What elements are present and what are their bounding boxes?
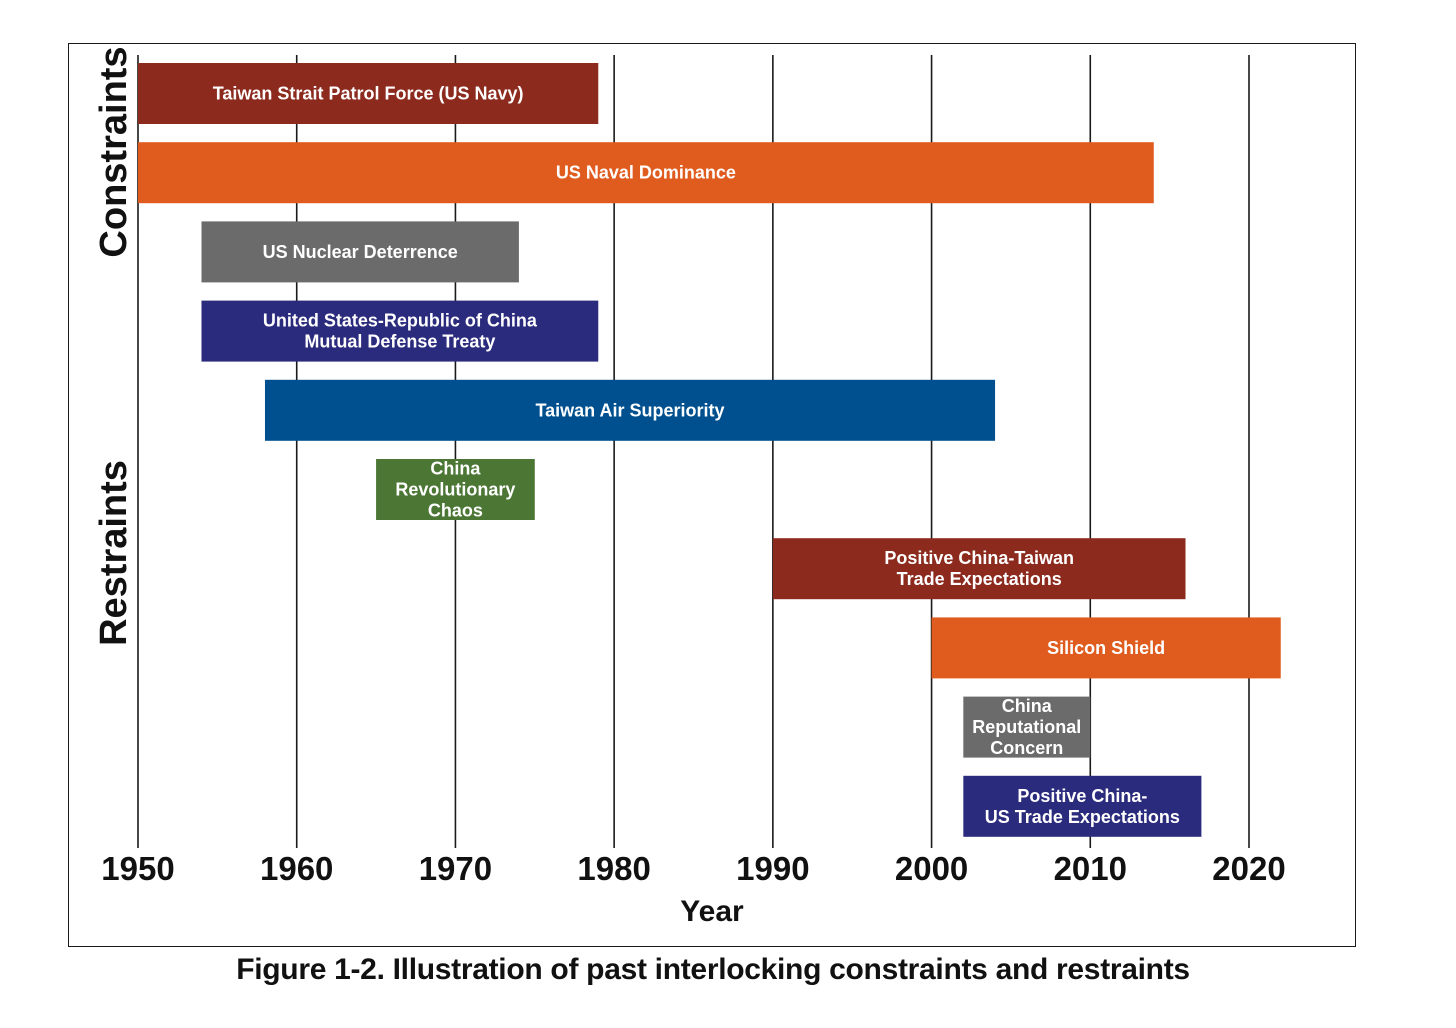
- x-axis-label: Year: [680, 895, 744, 928]
- timeline-bar-0: Taiwan Strait Patrol Force (US Navy): [138, 63, 599, 124]
- bar-label: US Trade Expectations: [985, 807, 1180, 827]
- bar-label: China: [1002, 696, 1053, 716]
- x-tick-label-1980: 1980: [577, 850, 650, 887]
- bar-label: Mutual Defense Treaty: [304, 332, 495, 352]
- bars: Taiwan Strait Patrol Force (US Navy) US N…: [138, 63, 1281, 837]
- timeline-chart: Taiwan Strait Patrol Force (US Navy) US N…: [93, 46, 1286, 928]
- timeline-bar-4: Taiwan Air Superiority: [264, 379, 996, 441]
- bar-label: US Nuclear Deterrence: [263, 242, 458, 262]
- chart-frame: [68, 43, 1356, 947]
- bar-label: United States-Republic of China: [263, 311, 538, 331]
- bar-rect: [138, 63, 599, 124]
- x-tick-label-1970: 1970: [419, 850, 492, 887]
- bar-label: Positive China-: [1017, 786, 1147, 806]
- bar-label: Taiwan Air Superiority: [535, 400, 724, 420]
- bar-label: Taiwan Strait Patrol Force (US Navy): [213, 84, 524, 104]
- x-tick-label-2010: 2010: [1054, 850, 1127, 887]
- x-tick-label-2020: 2020: [1212, 850, 1285, 887]
- bar-label: Revolutionary: [395, 480, 515, 500]
- bar-rect: [772, 538, 1186, 600]
- bar-rect: [963, 696, 1091, 758]
- bar-label: Reputational: [972, 717, 1081, 737]
- x-tick-label-2000: 2000: [895, 850, 968, 887]
- side-label-constraints: Constraints: [93, 46, 135, 257]
- bar-label: Positive China-Taiwan: [884, 548, 1074, 568]
- bar-rect: [264, 379, 996, 441]
- bar-label: China: [430, 459, 481, 479]
- bar-rect: [201, 300, 599, 362]
- x-tick-label-1990: 1990: [736, 850, 809, 887]
- bar-rect: [376, 459, 535, 520]
- bar-label: Chaos: [428, 501, 483, 521]
- bar-label: Trade Expectations: [897, 569, 1062, 589]
- bar-label: Silicon Shield: [1047, 638, 1165, 658]
- bar-label: US Naval Dominance: [556, 163, 736, 183]
- x-axis-ticks: 1950 1960 1970 1980 1990 2000 2010 2020: [101, 850, 1285, 887]
- timeline-bar-2: US Nuclear Deterrence: [201, 221, 519, 283]
- figure-caption: Figure 1-2. Illustration of past interlo…: [236, 953, 1190, 986]
- bar-rect: [201, 221, 519, 283]
- timeline-bar-1: US Naval Dominance: [138, 142, 1154, 204]
- timeline-bar-9: Positive China-US Trade Expectations: [963, 775, 1202, 837]
- bar-rect: [931, 617, 1281, 679]
- timeline-bar-7: Silicon Shield: [931, 617, 1281, 679]
- bar-rect: [963, 775, 1202, 837]
- bar-label: Concern: [990, 738, 1063, 758]
- x-tick-label-1950: 1950: [101, 850, 174, 887]
- side-label-restraints: Restraints: [93, 460, 135, 646]
- x-tick-label-1960: 1960: [260, 850, 333, 887]
- bar-rect: [138, 142, 1154, 204]
